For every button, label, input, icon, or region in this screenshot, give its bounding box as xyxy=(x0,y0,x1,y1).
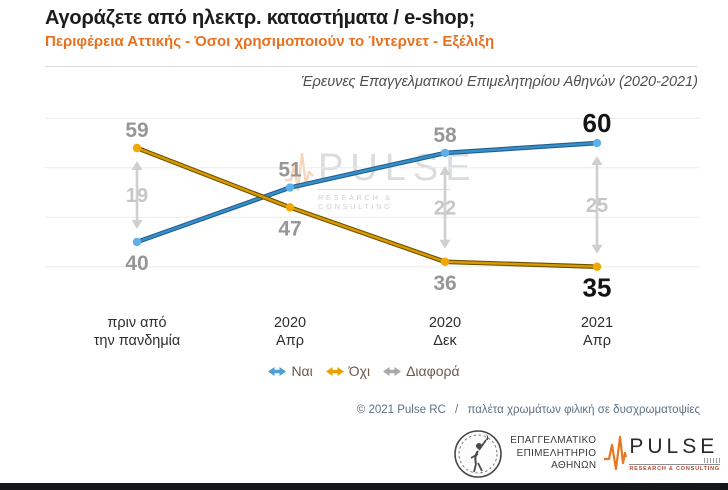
data-point-marker xyxy=(592,138,602,148)
line-chart: 19 22 25 40 51 58 60 59 47 36 35 πριν από την πανδημ… xyxy=(45,108,700,349)
value-label: 59 xyxy=(125,119,148,142)
chamber-name-line3: ΑΘΗΝΩΝ xyxy=(551,460,597,472)
data-point-marker xyxy=(285,183,295,192)
footer-logos: ΕΠΑΓΓΕΛΜΑΤΙΚΟ ΕΠΙΜΕΛΗΤΗΡΙΟ ΑΘΗΝΩΝ PULSE … xyxy=(453,429,720,479)
value-label: 36 xyxy=(433,272,456,295)
legend-item-ohi: Όχι xyxy=(325,363,371,379)
copyright-separator: / xyxy=(455,404,459,416)
x-axis-label: Δεκ xyxy=(433,333,457,349)
value-label: 47 xyxy=(278,217,301,240)
legend-item-nai: Ναι xyxy=(268,363,313,379)
difference-arrowhead-down xyxy=(591,244,603,254)
bottom-accent-bar xyxy=(0,483,728,490)
legend-marker-nai-icon xyxy=(268,366,287,376)
value-label: 58 xyxy=(433,124,457,147)
series-line-Ναι xyxy=(135,141,599,244)
difference-label: 25 xyxy=(586,195,608,217)
data-point-marker xyxy=(132,237,142,247)
data-point-marker xyxy=(592,262,602,271)
chart-legend: Ναι Όχι Διαφορά xyxy=(0,363,728,379)
value-label: 40 xyxy=(125,252,148,275)
difference-arrowhead-up xyxy=(439,165,451,175)
difference-arrowhead-down xyxy=(439,239,451,249)
chamber-name-line2: ΕΠΙΜΕΛΗΤΗΡΙΟ xyxy=(516,447,597,459)
x-axis-label: Απρ xyxy=(583,333,611,349)
difference-label: 22 xyxy=(434,197,456,219)
pulse-logo: PULSE RESEARCH & CONSULTING xyxy=(603,433,720,475)
data-point-marker xyxy=(285,203,295,212)
legend-marker-diafora-icon xyxy=(383,366,402,376)
page-title: Αγοράζετε από ηλεκτρ. καταστήματα / e-sh… xyxy=(45,7,475,29)
palette-note: παλέτα χρωμάτων φιλική σε δυσχρωματοψίες xyxy=(467,404,700,416)
value-label: 60 xyxy=(583,108,612,138)
difference-label: 19 xyxy=(126,185,148,207)
x-axis-label: 2020 xyxy=(274,315,306,331)
page-subtitle: Περιφέρεια Αττικής - Όσοι χρησιμοποιούν … xyxy=(45,33,495,50)
legend-item-diafora: Διαφορά xyxy=(383,363,460,379)
data-point-marker xyxy=(132,143,142,153)
value-label: 51 xyxy=(278,159,302,182)
chamber-name: ΕΠΑΓΓΕΛΜΑΤΙΚΟ ΕΠΙΜΕΛΗΤΗΡΙΟ ΑΘΗΝΩΝ xyxy=(510,435,596,473)
x-axis-label: την πανδημία xyxy=(94,333,181,349)
x-axis-label: Απρ xyxy=(276,333,304,349)
header-divider xyxy=(45,66,697,67)
pulse-logo-barcode xyxy=(704,457,720,463)
source-note: Έρευνες Επαγγελματικού Επιμελητηρίου Αθη… xyxy=(301,74,698,90)
legend-label-diafora: Διαφορά xyxy=(406,363,460,379)
pulse-waveform-icon xyxy=(285,152,314,192)
series-line-edge-Ναι xyxy=(134,140,600,245)
difference-arrowhead-up xyxy=(131,161,143,171)
watermark-subtext: RESEARCH & CONSULTING xyxy=(318,189,450,211)
series-line-Όχι xyxy=(135,146,599,268)
data-point-marker xyxy=(440,148,450,158)
copyright-line: © 2021 Pulse RC / παλέτα χρωμάτων φιλική… xyxy=(351,404,700,416)
chamber-emblem-icon xyxy=(454,430,503,478)
pulse-logo-waveform-icon xyxy=(604,435,628,471)
x-axis-label: 2020 xyxy=(429,315,461,331)
legend-label-nai: Ναι xyxy=(291,363,313,379)
x-axis-label: 2021 xyxy=(581,315,613,331)
legend-label-ohi: Όχι xyxy=(348,363,371,379)
x-axis-label: πριν από xyxy=(107,315,166,331)
series-line-edge-Όχι xyxy=(134,145,600,270)
data-point-marker xyxy=(440,257,450,266)
difference-arrowhead-down xyxy=(131,220,143,229)
legend-marker-ohi-icon xyxy=(325,366,344,376)
pulse-logo-tagline: RESEARCH & CONSULTING xyxy=(629,463,720,472)
pulse-logo-name: PULSE xyxy=(629,434,719,458)
value-label: 35 xyxy=(583,273,612,303)
chamber-name-line1: ΕΠΑΓΓΕΛΜΑΤΙΚΟ xyxy=(510,435,597,447)
difference-arrowhead-up xyxy=(591,156,603,166)
copyright-text: © 2021 Pulse RC xyxy=(356,404,446,416)
